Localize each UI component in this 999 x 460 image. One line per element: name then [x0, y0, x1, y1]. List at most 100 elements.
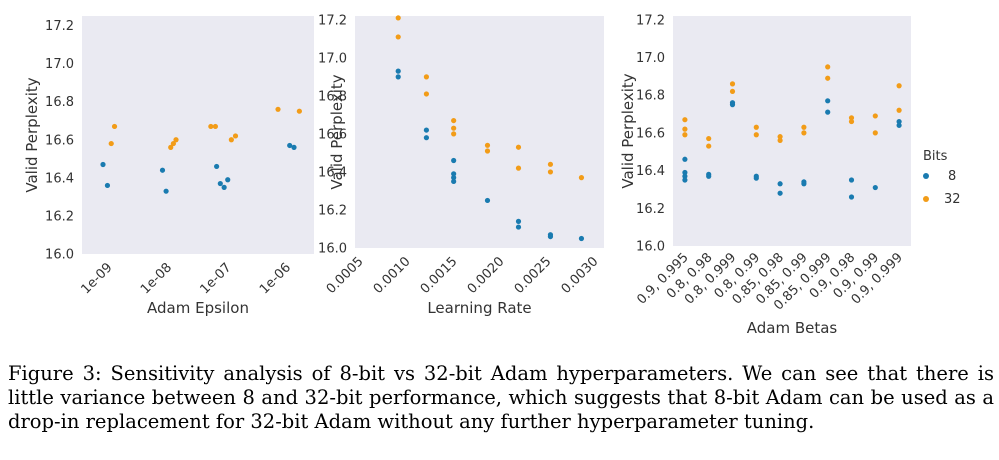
lr-point-bits-32 [395, 34, 401, 40]
epsilon-point-bits-8 [217, 180, 223, 187]
epsilon-point-bits-32 [108, 140, 114, 147]
epsilon-point-bits-8 [159, 167, 166, 173]
betas-point-bits-32 [825, 64, 831, 70]
lr-point-bits-32 [515, 144, 522, 150]
lr-xtick-label: 0.0010 [371, 254, 414, 297]
betas-point-bits-32 [896, 107, 902, 113]
betas-ytick-label: 16.6 [636, 126, 665, 141]
betas-point-bits-8 [777, 181, 783, 187]
betas-point-bits-8 [682, 173, 688, 179]
betas-point-bits-32 [801, 124, 807, 130]
epsilon-plot-area [82, 16, 314, 254]
betas-ytick-label: 16.8 [636, 89, 665, 104]
lr-point-bits-32 [451, 125, 457, 131]
betas-point-bits-8 [872, 184, 878, 191]
legend: Bits 8 32 [923, 149, 961, 207]
betas-point-bits-8 [896, 122, 902, 128]
learning-rate-panel: 16.0 16.2 16.4 16.6 16.8 17.0 17.2 0.0005 0.0010… [318, 13, 604, 317]
epsilon-point-bits-32 [212, 123, 218, 130]
legend-marker-8 [923, 173, 929, 179]
betas-ytick-label: 17.0 [636, 51, 665, 66]
epsilon-point-bits-32 [170, 140, 176, 147]
epsilon-ytick-label: 17.0 [45, 57, 74, 72]
betas-point-bits-32 [848, 115, 855, 121]
lr-point-bits-32 [515, 165, 522, 171]
lr-point-bits-8 [451, 171, 457, 177]
betas-point-bits-8 [801, 181, 807, 187]
betas-point-bits-32 [896, 83, 902, 89]
lr-point-bits-8 [484, 197, 491, 204]
lr-point-bits-32 [395, 15, 401, 21]
epsilon-point-bits-32 [173, 137, 179, 143]
lr-ytick-label: 16.2 [318, 203, 347, 218]
epsilon-point-bits-8 [291, 144, 297, 150]
betas-point-bits-32 [872, 130, 878, 136]
betas-x-axis-label: Adam Betas [747, 319, 838, 337]
epsilon-point-bits-32 [296, 108, 302, 114]
lr-point-bits-8 [423, 127, 430, 133]
epsilon-xtick-label: 1e-09 [78, 260, 115, 297]
betas-point-bits-32 [848, 118, 855, 125]
betas-point-bits-8 [682, 156, 688, 162]
betas-point-bits-32 [682, 117, 688, 123]
betas-ytick-label: 17.2 [636, 13, 665, 28]
lr-plot-area [355, 16, 604, 248]
epsilon-ytick-label: 16.0 [45, 248, 74, 263]
legend-title: Bits [923, 149, 948, 164]
betas-point-bits-8 [896, 118, 902, 125]
epsilon-point-bits-32 [208, 123, 214, 130]
betas-point-bits-32 [729, 81, 736, 87]
epsilon-ytick-label: 16.4 [45, 171, 74, 186]
betas-point-bits-8 [848, 194, 855, 200]
epsilon-point-bits-8 [104, 182, 111, 189]
lr-xtick-label: 0.0020 [465, 254, 508, 297]
epsilon-point-bits-8 [221, 184, 227, 190]
legend-label-32: 32 [944, 192, 961, 207]
betas-point-bits-32 [872, 113, 878, 119]
lr-xtick-label: 0.0025 [512, 254, 555, 297]
epsilon-point-bits-32 [232, 133, 239, 139]
betas-point-bits-32 [682, 126, 688, 132]
betas-point-bits-32 [825, 75, 831, 81]
epsilon-ytick-label: 16.8 [45, 95, 74, 110]
lr-point-bits-32 [423, 74, 430, 80]
lr-point-bits-8 [515, 218, 522, 224]
epsilon-point-bits-8 [287, 142, 293, 149]
epsilon-ytick-label: 16.6 [45, 133, 74, 148]
lr-ytick-label: 16.4 [318, 165, 347, 180]
lr-point-bits-32 [484, 148, 491, 154]
betas-point-bits-8 [753, 175, 759, 181]
lr-xtick-label: 0.0005 [324, 254, 367, 297]
lr-point-bits-8 [395, 68, 401, 74]
betas-point-bits-32 [777, 137, 783, 144]
lr-point-bits-8 [451, 175, 457, 181]
lr-point-bits-32 [451, 131, 457, 137]
lr-point-bits-32 [547, 169, 554, 175]
epsilon-y-axis-label: Valid Perplexity [23, 77, 41, 192]
lr-point-bits-8 [578, 235, 585, 242]
lr-xtick-label: 0.0015 [418, 254, 461, 297]
lr-point-bits-32 [451, 117, 457, 124]
epsilon-x-axis-label: Adam Epsilon [147, 299, 249, 317]
lr-point-bits-32 [484, 142, 491, 148]
lr-xtick-label: 0.0030 [559, 254, 602, 297]
epsilon-xtick-label: 1e-06 [257, 260, 294, 297]
betas-point-bits-32 [753, 124, 759, 130]
lr-ytick-label: 16.6 [318, 127, 347, 142]
lr-point-bits-32 [423, 91, 430, 97]
epsilon-panel: 16.0 16.2 16.4 16.6 16.8 17.0 17.2 1e-09 1e-08 1e… [23, 16, 314, 317]
lr-ytick-label: 17.2 [318, 13, 347, 28]
betas-y-axis-label: Valid Perplexity [619, 73, 637, 188]
epsilon-point-bits-32 [168, 144, 174, 150]
betas-point-bits-8 [682, 169, 688, 176]
lr-point-bits-8 [515, 224, 522, 230]
betas-point-bits-32 [753, 132, 759, 138]
betas-point-bits-8 [825, 109, 831, 115]
betas-point-bits-8 [848, 177, 855, 183]
lr-ytick-label: 17.0 [318, 51, 347, 66]
epsilon-point-bits-32 [228, 137, 234, 143]
betas-point-bits-32 [777, 134, 783, 140]
betas-point-bits-8 [729, 102, 736, 108]
epsilon-xtick-label: 1e-08 [138, 260, 175, 297]
epsilon-point-bits-8 [163, 188, 169, 194]
